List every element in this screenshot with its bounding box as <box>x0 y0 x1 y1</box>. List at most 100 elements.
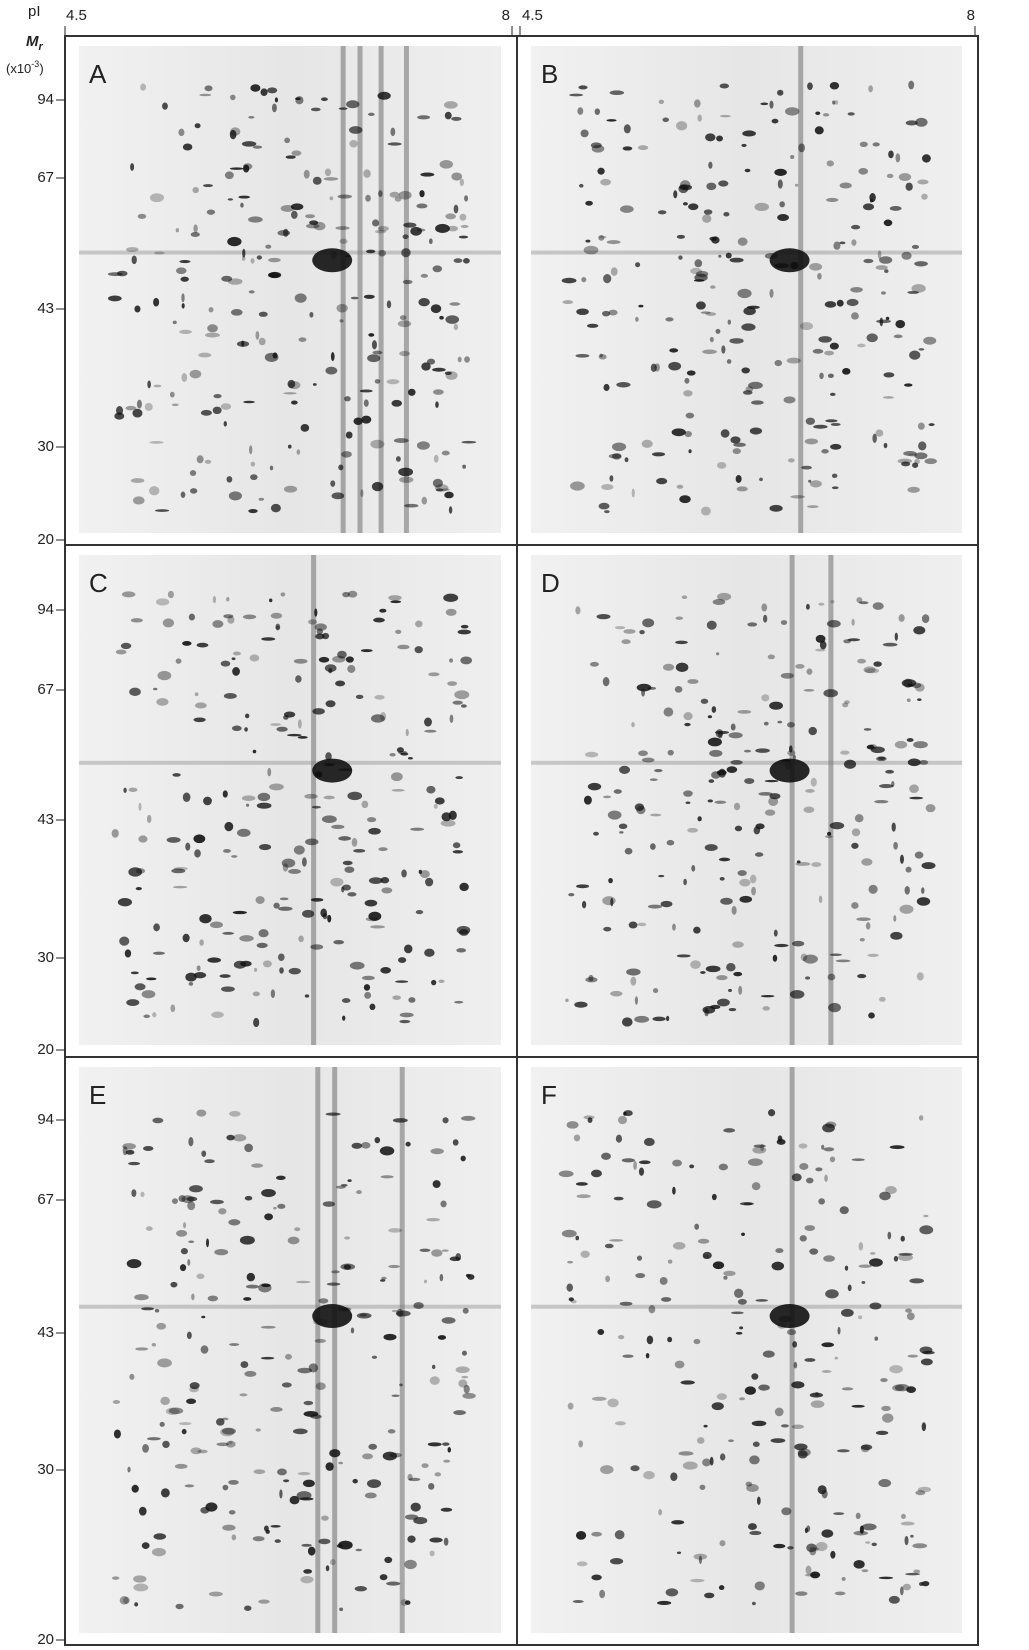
protein-spot <box>754 202 770 212</box>
protein-spot <box>287 1236 300 1245</box>
protein-spot <box>817 1485 827 1495</box>
protein-spot <box>115 649 127 655</box>
protein-spot <box>407 388 416 396</box>
protein-spot <box>567 1402 574 1410</box>
protein-spot <box>364 991 372 999</box>
protein-spot <box>660 1297 672 1302</box>
protein-spot <box>764 779 779 783</box>
protein-spot <box>789 989 805 999</box>
protein-spot <box>856 917 871 922</box>
protein-spot <box>270 503 281 513</box>
protein-spot <box>252 145 263 149</box>
protein-spot <box>742 390 753 395</box>
protein-spot <box>758 792 773 796</box>
protein-spot <box>900 1586 904 1596</box>
protein-spot <box>851 618 855 626</box>
protein-spot <box>794 1443 808 1451</box>
protein-spot <box>895 319 906 329</box>
protein-spot <box>461 1115 476 1121</box>
protein-spot <box>185 972 197 982</box>
protein-spot <box>388 595 402 601</box>
protein-spot <box>635 262 641 268</box>
protein-spot <box>730 760 743 765</box>
protein-spot <box>602 310 611 317</box>
protein-spot <box>149 486 160 496</box>
protein-spot <box>287 379 296 389</box>
protein-spot <box>732 941 744 948</box>
protein-spot <box>787 1329 797 1336</box>
protein-spot <box>384 1556 393 1564</box>
gel-panel: D <box>516 544 979 1058</box>
protein-spot <box>331 824 345 830</box>
protein-spot <box>846 298 859 307</box>
mw-tick-label: 20 <box>37 1631 54 1648</box>
protein-spot <box>119 1596 129 1605</box>
protein-spot <box>392 995 401 1000</box>
protein-spot <box>134 305 141 313</box>
protein-spot <box>747 1523 757 1531</box>
protein-spot <box>284 1353 292 1360</box>
protein-spot <box>460 704 467 708</box>
protein-spot <box>432 389 444 395</box>
protein-spot <box>281 858 296 868</box>
protein-spot <box>617 1115 628 1125</box>
protein-spot <box>297 1367 312 1374</box>
protein-spot <box>794 183 799 187</box>
protein-spot <box>245 1284 259 1289</box>
protein-spot <box>421 496 428 505</box>
protein-spot <box>335 680 346 687</box>
protein-spot <box>777 179 783 189</box>
protein-spot <box>432 478 443 488</box>
protein-spot <box>283 711 296 718</box>
protein-spot <box>344 1236 351 1240</box>
protein-spot <box>567 1260 574 1264</box>
protein-spot <box>212 620 224 628</box>
protein-spot <box>316 628 323 635</box>
protein-spot <box>809 480 822 488</box>
protein-spot <box>435 223 450 233</box>
protein-spot <box>748 381 763 390</box>
protein-spot <box>685 412 695 419</box>
protein-spot <box>901 461 911 467</box>
protein-spot <box>914 851 924 859</box>
protein-spot <box>273 1206 277 1210</box>
protein-spot <box>624 847 633 855</box>
protein-spot <box>159 1421 165 1427</box>
protein-spot <box>711 706 717 713</box>
protein-spot <box>874 1336 879 1341</box>
protein-spot <box>717 592 732 601</box>
protein-spot <box>720 429 730 438</box>
protein-spot <box>818 1198 826 1205</box>
protein-spot <box>126 1258 142 1269</box>
protein-spot <box>657 1600 672 1606</box>
protein-spot <box>322 913 328 920</box>
protein-spot <box>169 391 175 398</box>
protein-spot <box>587 782 602 791</box>
protein-spot <box>170 1004 176 1013</box>
protein-spot <box>783 396 796 404</box>
protein-spot <box>458 1379 468 1388</box>
protein-spot <box>427 358 436 365</box>
protein-spot <box>318 1298 329 1304</box>
protein-spot <box>591 1531 602 1537</box>
protein-spot <box>666 839 675 846</box>
protein-spot <box>371 481 384 492</box>
protein-spot <box>921 887 925 894</box>
protein-spot <box>230 94 236 101</box>
protein-spot <box>138 1506 147 1516</box>
protein-spot <box>453 258 463 263</box>
protein-spot <box>122 1146 128 1156</box>
protein-spot <box>459 178 464 187</box>
protein-spot <box>591 1396 607 1401</box>
protein-spot <box>814 126 824 135</box>
protein-spot <box>777 720 783 724</box>
protein-spot <box>733 442 746 447</box>
protein-spot <box>815 1167 823 1172</box>
protein-spot <box>220 660 231 667</box>
protein-spot <box>673 190 678 199</box>
protein-spot <box>806 668 813 675</box>
protein-spot <box>279 897 289 901</box>
protein-spot <box>809 1392 823 1398</box>
protein-spot <box>380 1279 386 1282</box>
protein-spot <box>821 1529 834 1538</box>
